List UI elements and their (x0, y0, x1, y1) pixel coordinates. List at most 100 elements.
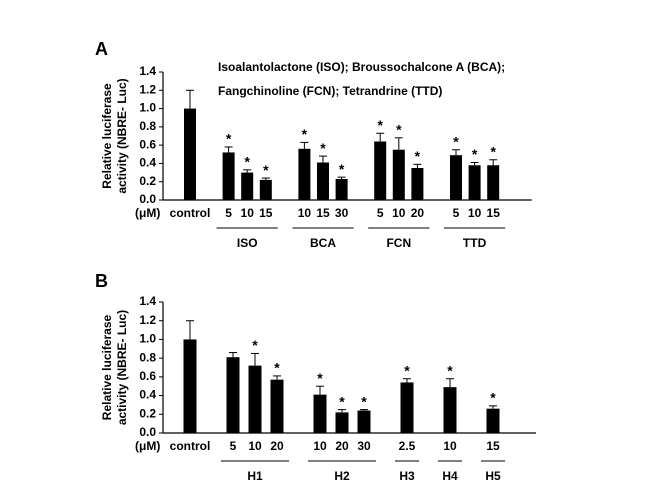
unit-label: (μM) (135, 439, 160, 453)
bar (335, 178, 348, 200)
bar (259, 179, 272, 200)
bar (392, 149, 405, 200)
bar (400, 382, 414, 433)
y-tick-label: 0.8 (139, 119, 156, 133)
bar (184, 108, 196, 200)
y-axis-label: activity (NBRE- Luc) (115, 78, 129, 193)
bar (374, 141, 387, 200)
x-tick-label: 10 (468, 206, 482, 220)
significance-marker: * (404, 362, 410, 378)
x-tick-label: 2.5 (399, 439, 416, 453)
unit-label: (μM) (135, 206, 160, 220)
group-label: TTD (463, 236, 487, 250)
y-axis-label: Relative luciferase (100, 83, 114, 189)
significance-marker: * (377, 117, 383, 133)
bar (270, 379, 284, 433)
significance-marker: * (226, 131, 232, 147)
x-tick-label: 20 (270, 439, 284, 453)
bar (317, 162, 329, 200)
x-tick-label: 5 (377, 206, 384, 220)
bar (226, 357, 240, 433)
y-tick-label: 0.4 (139, 388, 156, 402)
bar (486, 408, 500, 433)
significance-marker: * (252, 337, 258, 353)
bar (222, 152, 235, 200)
significance-marker: * (490, 143, 496, 159)
x-tick-label: 15 (316, 206, 330, 220)
group-label: H5 (485, 469, 501, 483)
significance-marker: * (244, 154, 250, 170)
y-tick-label: 1.0 (139, 101, 156, 115)
significance-marker: * (361, 393, 367, 409)
y-axis-label: activity (NBRE- Luc) (115, 310, 129, 425)
x-tick-label: 5 (230, 439, 237, 453)
x-tick-label: 10 (241, 206, 255, 220)
x-tick-label: 20 (335, 439, 349, 453)
y-tick-label: 0.2 (139, 174, 156, 188)
significance-marker: * (339, 393, 345, 409)
x-tick-label: 15 (486, 439, 500, 453)
significance-marker: * (490, 390, 496, 406)
y-tick-label: 0.0 (139, 425, 156, 439)
x-tick-label: 15 (259, 206, 273, 220)
group-label: FCN (386, 236, 411, 250)
significance-marker: * (317, 370, 323, 386)
significance-marker: * (339, 161, 345, 177)
bar (298, 148, 311, 200)
annotation: Isoalantolactone (ISO); Broussochalcone … (218, 60, 505, 74)
significance-marker: * (415, 148, 421, 164)
significance-marker: * (453, 133, 459, 149)
x-tick-label: control (170, 439, 211, 453)
y-tick-label: 1.4 (139, 294, 156, 308)
y-tick-label: 0.4 (139, 156, 156, 170)
y-tick-label: 1.4 (139, 64, 156, 78)
y-tick-label: 0.0 (139, 192, 156, 206)
y-tick-label: 0.6 (139, 137, 156, 151)
bar (248, 365, 262, 433)
bar (183, 339, 197, 433)
bar (357, 410, 371, 433)
annotation: Fangchinoline (FCN); Tetrandrine (TTD) (218, 84, 442, 98)
bar (241, 172, 254, 200)
significance-marker: * (302, 126, 308, 142)
significance-marker: * (274, 360, 280, 376)
y-tick-label: 1.2 (139, 313, 156, 327)
x-tick-label: 5 (453, 206, 460, 220)
group-label: H3 (399, 469, 415, 483)
panel-label: A (95, 39, 108, 59)
panel-label: B (95, 271, 108, 291)
x-tick-label: 20 (411, 206, 425, 220)
y-tick-label: 1.0 (139, 332, 156, 346)
bar (335, 412, 349, 433)
bar (450, 155, 462, 200)
bar (411, 168, 424, 200)
x-tick-label: 30 (357, 439, 371, 453)
x-tick-label: 30 (335, 206, 349, 220)
x-tick-label: 10 (443, 439, 457, 453)
group-label: BCA (310, 236, 336, 250)
significance-marker: * (447, 362, 453, 378)
group-label: ISO (237, 236, 258, 250)
y-tick-label: 0.2 (139, 406, 156, 420)
bar (487, 165, 500, 200)
group-label: H4 (442, 469, 458, 483)
x-tick-label: 10 (392, 206, 406, 220)
bar (468, 165, 481, 200)
bar (443, 387, 457, 433)
x-tick-label: 10 (298, 206, 312, 220)
group-label: H1 (247, 469, 263, 483)
significance-marker: * (263, 162, 269, 178)
group-label: H2 (334, 469, 350, 483)
bar (313, 394, 327, 433)
significance-marker: * (320, 140, 326, 156)
x-tick-label: 10 (313, 439, 327, 453)
x-tick-label: control (170, 206, 211, 220)
x-tick-label: 5 (225, 206, 232, 220)
x-tick-label: 15 (487, 206, 501, 220)
y-tick-label: 0.8 (139, 350, 156, 364)
x-tick-label: 10 (248, 439, 262, 453)
y-axis-label: Relative luciferase (100, 314, 114, 420)
y-tick-label: 1.2 (139, 82, 156, 96)
significance-marker: * (472, 146, 478, 162)
